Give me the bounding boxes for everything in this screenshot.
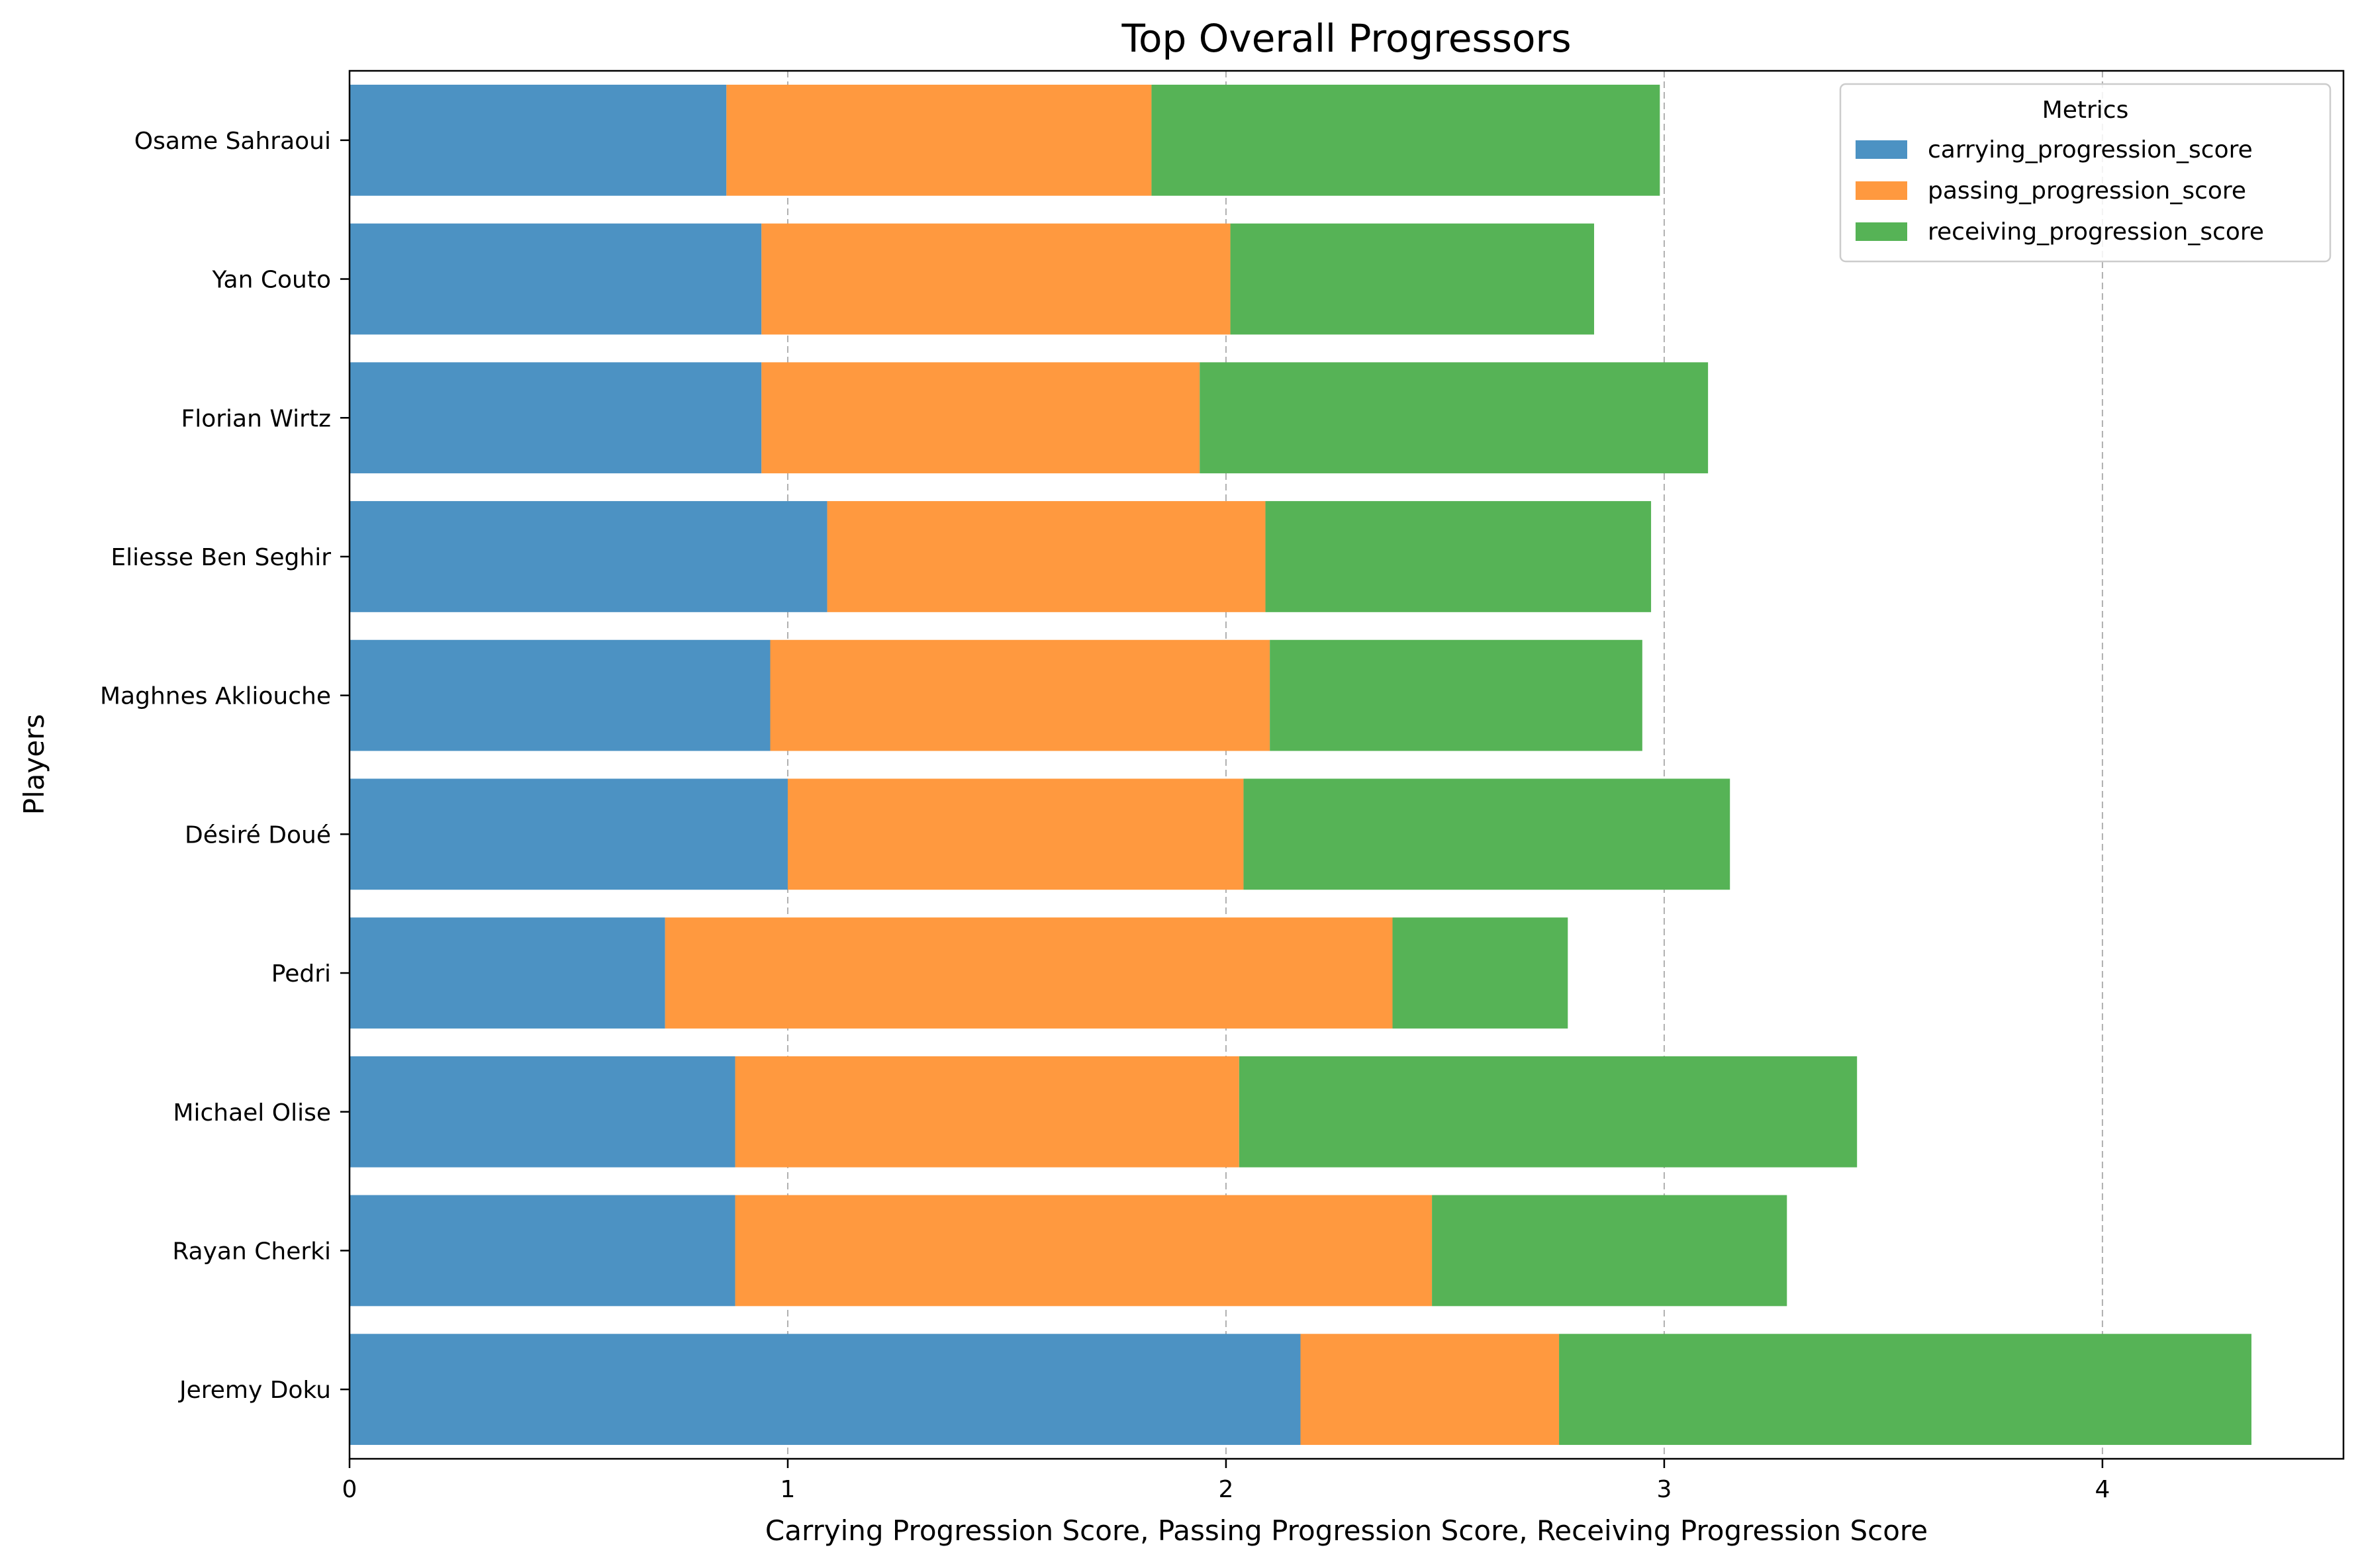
legend-box (1839, 83, 2332, 263)
legend-swatch (1856, 222, 1907, 241)
y-tick-label: Pedri (271, 960, 331, 988)
bar-carrying-progression-score (350, 84, 727, 196)
bar-receiving-progression-score (1239, 1056, 1858, 1168)
bar-passing-progression-score (827, 501, 1266, 612)
x-axis-ticks: 0 1 2 3 4 (342, 1459, 2110, 1503)
y-tick-label: Michael Olise (173, 1099, 331, 1127)
bar-receiving-progression-score (1200, 362, 1709, 474)
bar-passing-progression-score (735, 1056, 1239, 1168)
x-tick-label: 2 (1219, 1476, 1234, 1503)
bar-passing-progression-score (770, 639, 1270, 751)
bar-passing-progression-score (787, 778, 1244, 890)
bar-carrying-progression-score (350, 917, 665, 1029)
bars-layer (350, 84, 2251, 1446)
x-tick-label: 4 (2095, 1476, 2110, 1503)
bar-carrying-progression-score (350, 1334, 1301, 1446)
bar-passing-progression-score (1300, 1334, 1560, 1446)
x-tick-label: 0 (342, 1476, 357, 1503)
bar-receiving-progression-score (1243, 778, 1730, 890)
bar-carrying-progression-score (350, 639, 771, 751)
bar-receiving-progression-score (1392, 917, 1568, 1029)
plot-frame (348, 69, 2345, 1460)
y-tick-label: Eliesse Ben Seghir (111, 544, 331, 571)
chart-title: Top Overall Progressors (1121, 16, 1571, 61)
bar-passing-progression-score (665, 917, 1393, 1029)
legend-swatch (1856, 140, 1907, 159)
bar-receiving-progression-score (1265, 501, 1652, 612)
y-tick-label: Maghnes Akliouche (100, 683, 331, 710)
bar-receiving-progression-score (1151, 84, 1660, 196)
x-tick-label: 3 (1656, 1476, 1672, 1503)
bar-carrying-progression-score (350, 1195, 735, 1307)
legend-items: carrying_progression_score passing_progre… (1856, 136, 2264, 246)
y-tick-label: Yan Couto (212, 267, 331, 294)
bar-passing-progression-score (761, 362, 1200, 474)
bar-carrying-progression-score (350, 778, 788, 890)
y-axis-label: Players (18, 714, 50, 815)
y-tick-label: Rayan Cherki (172, 1238, 331, 1265)
legend-label: passing_progression_score (1928, 177, 2246, 205)
bar-passing-progression-score (735, 1195, 1433, 1307)
bar-carrying-progression-score (350, 1056, 735, 1168)
legend: Metrics carrying_progression_scorepassin… (1839, 83, 2332, 263)
bar-carrying-progression-score (350, 362, 762, 474)
bar-receiving-progression-score (1432, 1195, 1787, 1307)
bar-receiving-progression-score (1230, 223, 1595, 335)
bar-receiving-progression-score (1270, 639, 1642, 751)
y-tick-label: Désiré Doué (185, 821, 331, 849)
bar-carrying-progression-score (350, 501, 827, 612)
legend-label: receiving_progression_score (1928, 218, 2264, 246)
bar-carrying-progression-score (350, 223, 762, 335)
legend-swatch (1856, 181, 1907, 200)
x-axis-label: Carrying Progression Score, Passing Prog… (765, 1514, 1928, 1547)
y-tick-label: Jeremy Doku (178, 1377, 331, 1404)
legend-label: carrying_progression_score (1928, 136, 2253, 163)
x-tick-label: 1 (780, 1476, 796, 1503)
bar-receiving-progression-score (1559, 1334, 2251, 1446)
bar-passing-progression-score (726, 84, 1152, 196)
bar-passing-progression-score (761, 223, 1231, 335)
y-axis-ticks: Jeremy Doku Rayan Cherki Michael Olise Pedr… (100, 128, 350, 1404)
y-tick-label: Florian Wirtz (181, 405, 331, 432)
y-tick-label: Osame Sahraoui (134, 128, 331, 155)
legend-title: Metrics (2042, 97, 2129, 124)
